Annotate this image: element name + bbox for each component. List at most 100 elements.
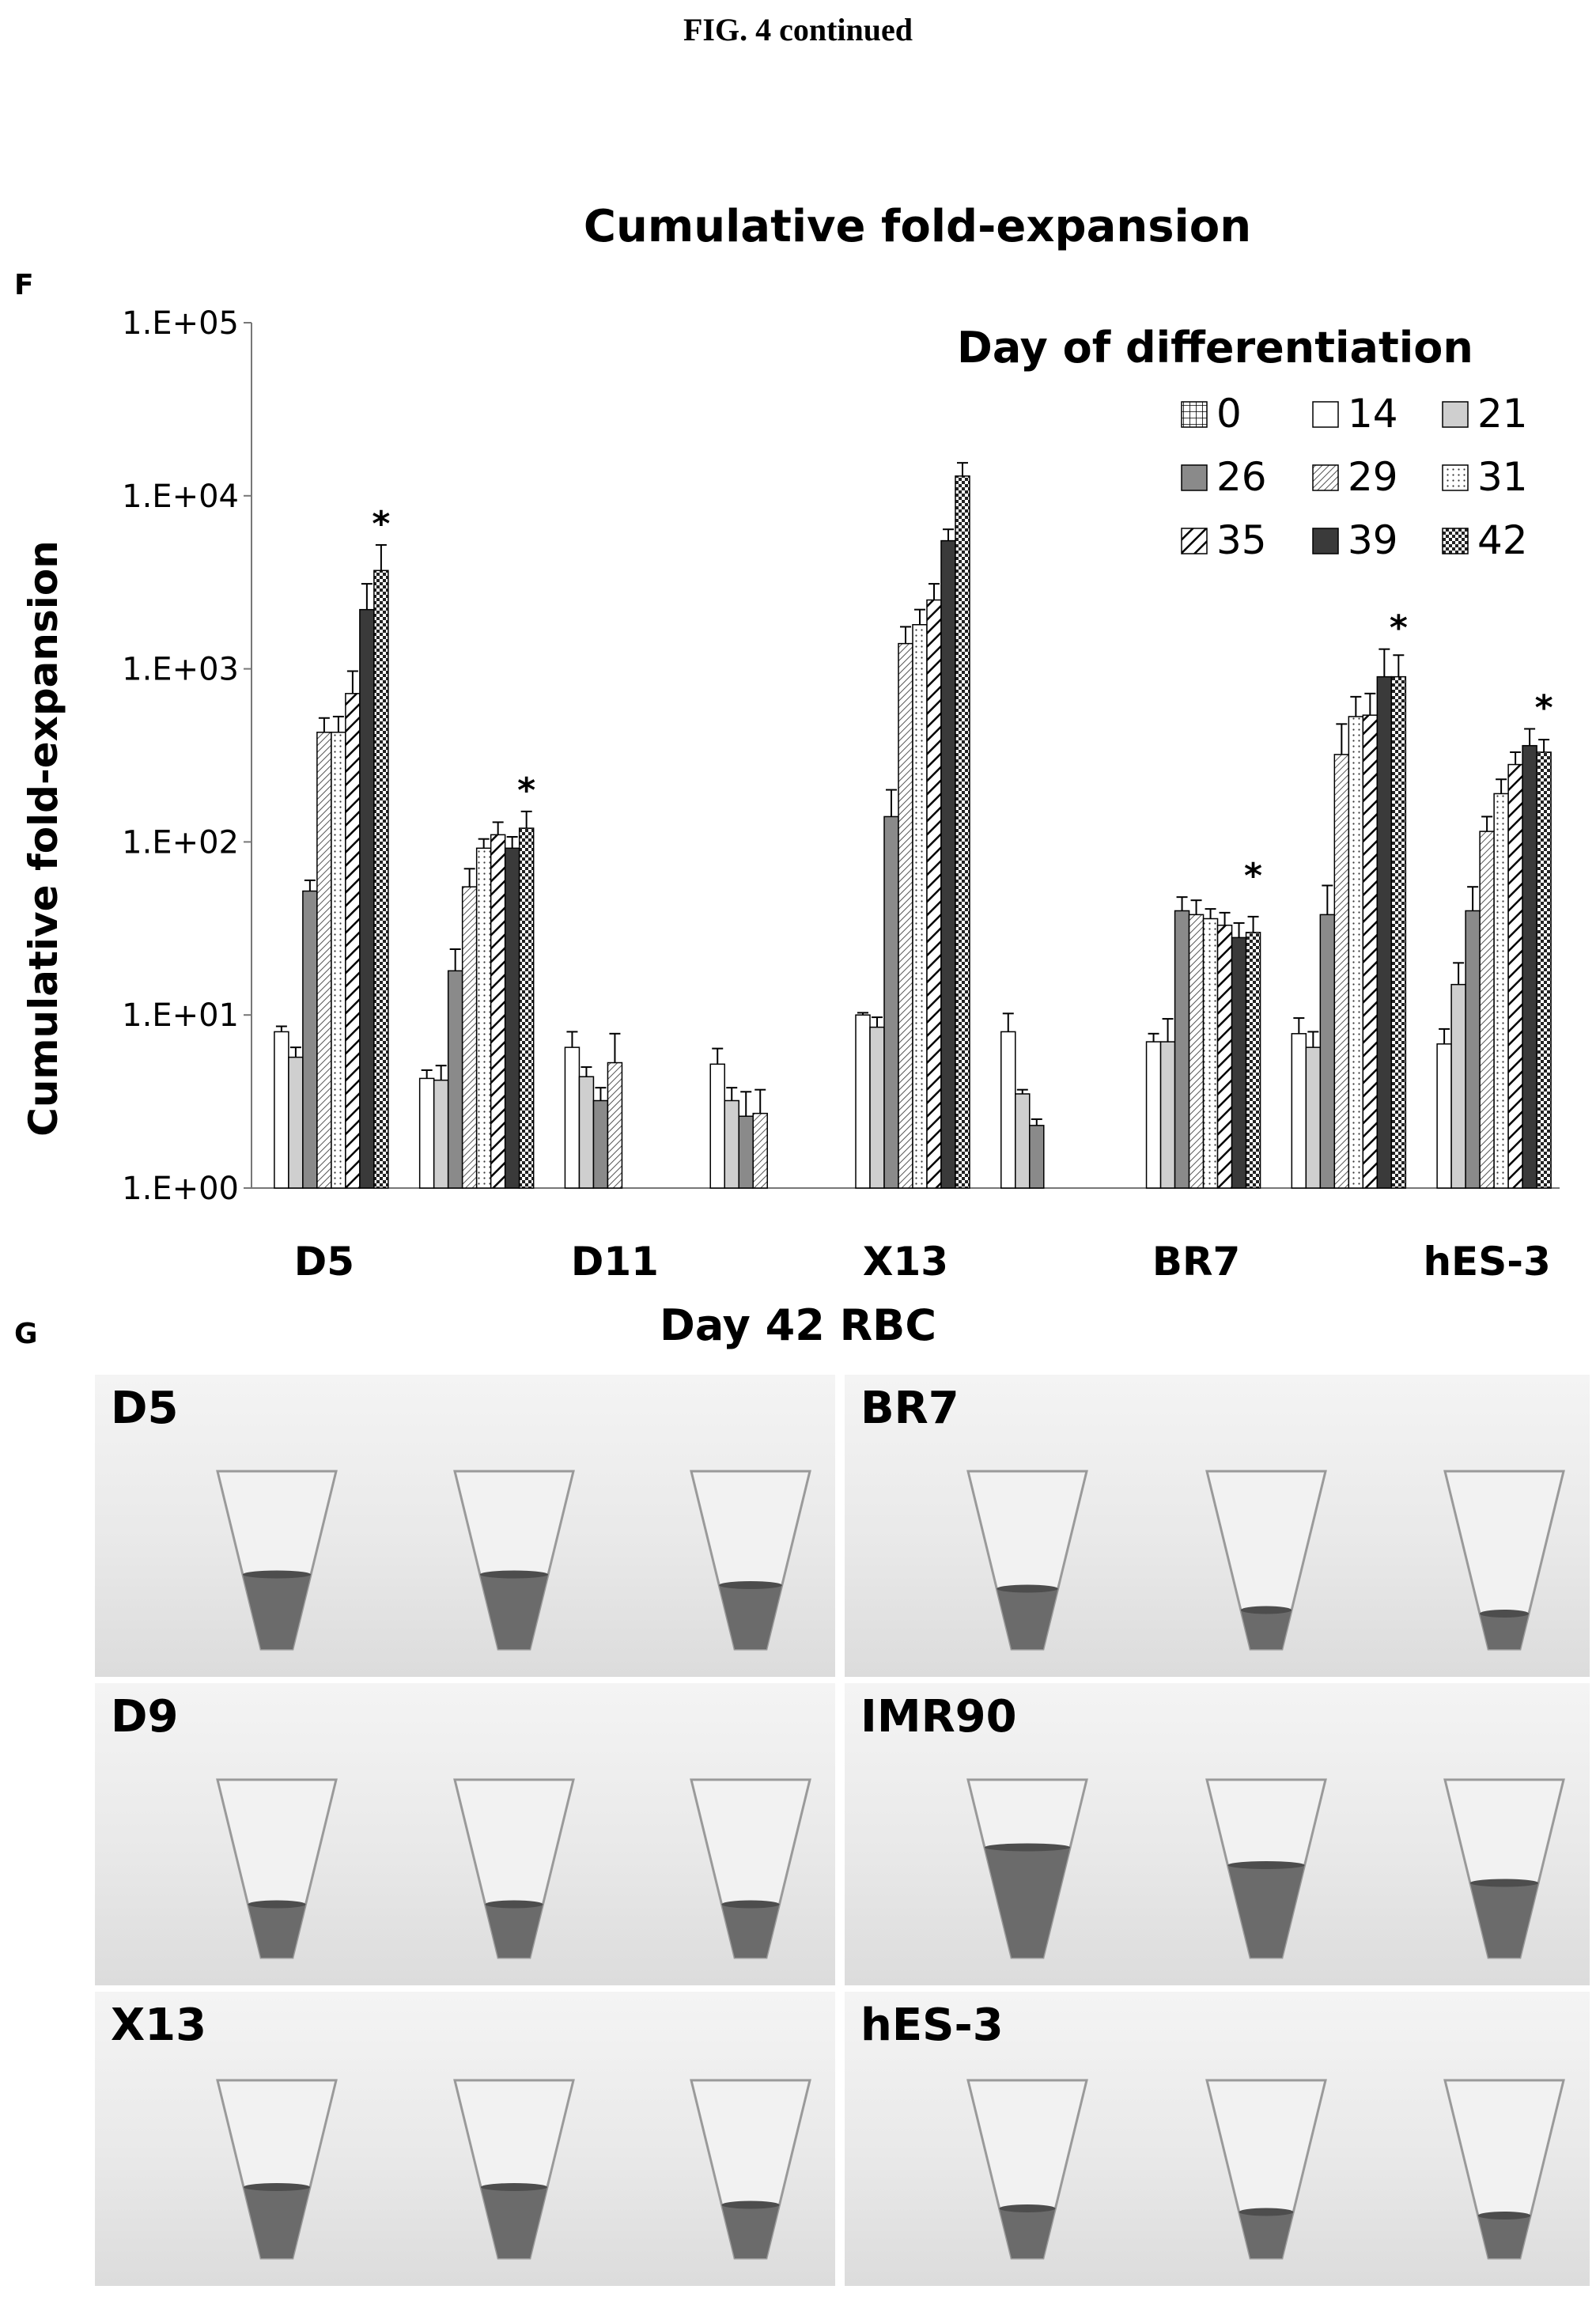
tube-meniscus	[721, 2201, 780, 2209]
tube-meniscus	[1239, 2208, 1294, 2216]
legend-label-39: 39	[1348, 517, 1398, 563]
bar-series-14	[564, 1046, 581, 1189]
tube	[690, 1778, 811, 1959]
bar-series-29	[316, 732, 332, 1189]
legend-swatch-26	[1181, 464, 1208, 491]
legend-swatch-29	[1312, 464, 1339, 491]
figure-heading: FIG. 4 continued	[683, 12, 913, 47]
legend-label-31: 31	[1477, 454, 1528, 500]
tube	[453, 1470, 575, 1651]
bar-series-14	[1145, 1041, 1162, 1189]
bar-series-14	[709, 1063, 725, 1189]
tube-liquid	[481, 2187, 547, 2258]
legend-label-42: 42	[1477, 517, 1528, 563]
chart-title: Cumulative fold-expansion	[584, 201, 1251, 252]
tube-meniscus	[244, 2183, 310, 2191]
tube-liquid	[1480, 1614, 1529, 1649]
legend-label-35: 35	[1216, 517, 1267, 563]
tube	[966, 1470, 1088, 1651]
legend-swatch-42	[1442, 528, 1469, 554]
bar-series-42	[1390, 675, 1407, 1189]
bar-series-21	[1015, 1093, 1031, 1189]
bar-series-35	[1507, 763, 1523, 1189]
bar-series-42	[955, 475, 970, 1189]
y-tick-label: 1.E+02	[122, 824, 239, 861]
tube-meniscus	[1240, 1606, 1292, 1614]
bar-series-26	[447, 970, 463, 1189]
tube	[453, 2079, 575, 2260]
bar-series-42	[518, 827, 535, 1189]
bar-series-26	[1319, 914, 1336, 1189]
legend-label-29: 29	[1348, 454, 1398, 500]
bar-series-39	[1522, 744, 1537, 1189]
bar-series-26	[1465, 910, 1481, 1189]
tube-liquid	[1477, 2216, 1531, 2258]
legend: 0 14 21 26 29 31 35 39 42	[1181, 391, 1528, 563]
tube-liquid	[485, 1904, 543, 1958]
significance-star: *	[517, 770, 535, 811]
bar-series-39	[504, 847, 520, 1189]
tube-meniscus	[485, 1900, 543, 1909]
tube	[690, 2079, 811, 2260]
bar-series-14	[1291, 1033, 1307, 1189]
photo-label-br7: BR7	[860, 1383, 959, 1434]
tube-liquid	[719, 1585, 782, 1649]
tube-meniscus	[999, 2204, 1056, 2212]
tube-liquid	[479, 1574, 549, 1649]
tube-meniscus	[248, 1900, 306, 1909]
tube-liquid	[1227, 1865, 1305, 1958]
bar-series-42	[1245, 932, 1261, 1189]
tube-liquid	[1239, 2212, 1294, 2258]
tube-meniscus	[481, 2183, 547, 2191]
bar-series-35	[1362, 714, 1379, 1189]
bar-series-31	[1348, 716, 1364, 1189]
bar-series-29	[461, 886, 478, 1189]
bar-series-39	[1376, 675, 1393, 1189]
photo-grid: D5 BR7 D9 IMR90 X13 hES-3	[95, 1375, 1590, 2286]
photo-label-hes-3: hES-3	[860, 2000, 1004, 2051]
tube-liquid	[721, 2204, 780, 2258]
tube	[1205, 2079, 1327, 2260]
x-group-label: D5	[294, 1239, 354, 1285]
photo-label-d9: D9	[111, 1691, 179, 1743]
tube	[1443, 1778, 1565, 1959]
bar-series-31	[475, 847, 492, 1189]
bar-series-31	[912, 623, 928, 1189]
tube-liquid	[1240, 1610, 1292, 1649]
tube	[690, 1470, 811, 1651]
legend-label-14: 14	[1348, 391, 1398, 437]
bar-series-26	[592, 1099, 609, 1189]
bar-series-14	[1000, 1031, 1016, 1189]
tube-meniscus	[1227, 1861, 1305, 1869]
legend-swatch-31	[1442, 464, 1469, 491]
x-group-label: X13	[863, 1239, 948, 1285]
tube	[216, 1778, 338, 1959]
x-group-label: D11	[571, 1239, 659, 1285]
tube	[966, 2079, 1088, 2260]
tube	[1205, 1778, 1327, 1959]
cumulative-fold-expansion-chart: Cumulative fold-expansion Cumulative fol…	[21, 201, 1560, 1285]
tube-meniscus	[997, 1584, 1058, 1593]
bar-series-31	[1493, 793, 1509, 1189]
legend-swatch-14	[1312, 401, 1339, 428]
tube	[1205, 1470, 1327, 1651]
bar-series-21	[1159, 1041, 1176, 1189]
photo-hes-3: hES-3	[845, 1992, 1590, 2286]
bar-series-14	[274, 1031, 289, 1189]
bar-series-26	[302, 890, 318, 1189]
photo-panel-title: Day 42 RBC	[660, 1300, 936, 1350]
bar-series-21	[869, 1026, 885, 1189]
bar-series-26	[883, 815, 899, 1189]
legend-label-0: 0	[1216, 391, 1242, 437]
legend-swatch-39	[1312, 528, 1339, 554]
y-tick-label: 1.E+01	[122, 997, 239, 1034]
y-tick-label: 1.E+00	[122, 1171, 239, 1207]
photo-label-x13: X13	[111, 2000, 207, 2051]
legend-swatch-35	[1181, 528, 1208, 554]
bar-series-21	[433, 1079, 449, 1189]
bar-series-group: * * * * *	[274, 462, 1553, 1189]
bar-series-29	[1333, 754, 1350, 1189]
legend-swatch-21	[1442, 401, 1469, 428]
bar-series-26	[1174, 910, 1190, 1189]
bar-series-26	[738, 1115, 754, 1189]
